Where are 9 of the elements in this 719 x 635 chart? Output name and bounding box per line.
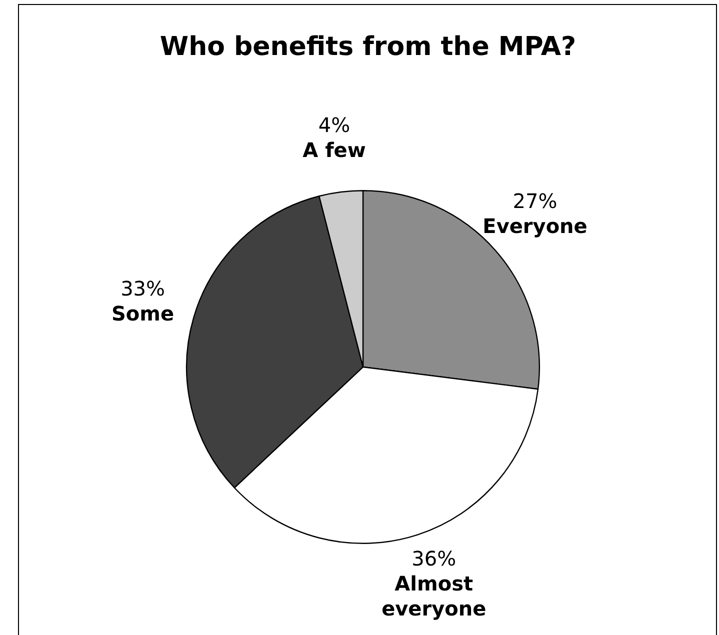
slice-label: Almost everyone — [382, 571, 486, 620]
chart-title: Who benefits from the MPA? — [160, 32, 576, 62]
data-label: 4% — [318, 113, 350, 138]
slice-label: Everyone — [482, 214, 588, 238]
slice-label: Some — [112, 302, 174, 326]
data-label: 27% — [512, 189, 558, 214]
data-label: 33% — [120, 276, 166, 301]
slice-label: A few — [302, 138, 366, 162]
data-label: 36% — [412, 546, 456, 570]
